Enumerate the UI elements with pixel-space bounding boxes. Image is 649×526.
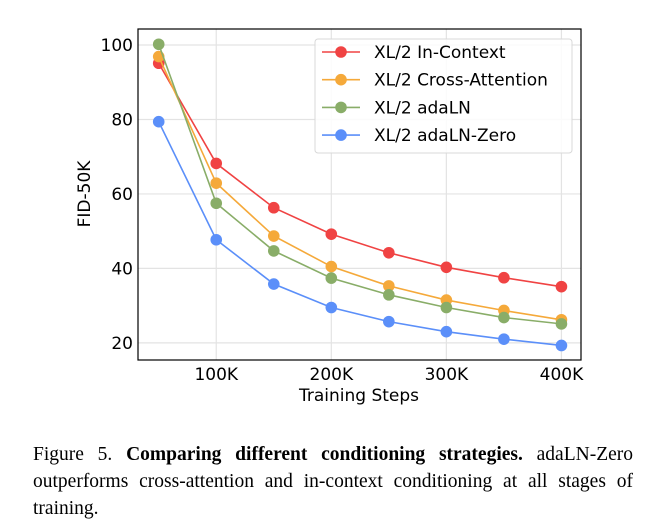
series-line [158, 62, 562, 288]
x-tick-labels: 100K 200K 300K 400K [194, 365, 584, 385]
series-line [157, 56, 562, 321]
y-tick-labels: 20 40 60 80 100 [101, 36, 133, 354]
x-tick-label: 100K [194, 365, 238, 385]
data-point [498, 333, 510, 345]
data-point [383, 315, 395, 328]
series-xl-2-in-context [152, 57, 568, 293]
data-point [555, 339, 568, 352]
data-point [555, 318, 568, 330]
data-point [210, 157, 223, 170]
y-tick-label: 60 [111, 185, 133, 205]
data-point [152, 115, 165, 128]
x-tick-label: 400K [540, 365, 584, 385]
y-tick-label: 80 [111, 110, 133, 130]
legend-label: XL/2 Cross-Attention [374, 71, 548, 91]
data-point [325, 228, 338, 240]
series-line [157, 43, 562, 325]
caption-body: adaLN-Zero outperforms cross-attention a… [33, 444, 633, 519]
data-point [440, 261, 453, 274]
data-point [383, 280, 395, 292]
y-tick-label: 40 [111, 259, 133, 279]
x-tick-label: 200K [310, 365, 354, 385]
data-point [383, 289, 395, 301]
y-tick-label: 100 [101, 36, 133, 56]
series-line [157, 121, 562, 347]
data-point [440, 325, 453, 338]
series-xl-2-adaln-zero [152, 115, 568, 352]
data-point [267, 201, 280, 214]
legend-item: XL/2 adaLN [322, 98, 471, 118]
data-point [325, 260, 338, 273]
data-point [325, 301, 338, 314]
legend-marker [335, 129, 347, 141]
x-tick-label: 300K [425, 365, 469, 385]
figure-caption: Figure 5. Comparing different conditioni… [33, 441, 633, 522]
data-point [498, 311, 510, 324]
y-axis-label: FID-50K [75, 160, 95, 228]
legend-marker [335, 46, 347, 58]
legend-marker [335, 73, 347, 86]
legend-marker [335, 101, 347, 114]
data-point [383, 246, 395, 259]
legend-item: XL/2 In-Context [322, 43, 506, 63]
legend-label: XL/2 adaLN [374, 98, 471, 118]
series-xl-2-adaln [152, 38, 568, 330]
line-chart: 100K 200K 300K 400K 20 40 60 80 100 Training St… [75, 28, 584, 406]
series-layer [152, 38, 568, 352]
legend-label: XL/2 adaLN-Zero [374, 126, 516, 146]
data-point [152, 38, 165, 51]
legend-label: XL/2 In-Context [374, 43, 506, 63]
legend-item: XL/2 adaLN-Zero [322, 126, 516, 146]
data-point [210, 177, 223, 189]
data-point [210, 233, 223, 246]
data-point [498, 271, 510, 284]
series-xl-2-cross-attention [152, 50, 568, 326]
caption-title: Comparing different conditioning strateg… [126, 444, 523, 465]
legend-item: XL/2 Cross-Attention [322, 71, 548, 91]
y-tick-label: 20 [111, 334, 133, 354]
data-point [267, 245, 280, 257]
x-axis-label: Training Steps [298, 386, 419, 406]
plot-frame [137, 28, 582, 361]
data-point [440, 301, 453, 314]
data-point [555, 280, 568, 293]
legend: XL/2 In-Context XL/2 Cross-Attention XL/2 … [314, 38, 573, 154]
caption-label: Figure 5. [33, 444, 113, 465]
legend-box [314, 38, 573, 154]
data-point [210, 197, 223, 210]
data-point [325, 272, 338, 284]
data-point [267, 278, 280, 290]
data-point [267, 230, 280, 242]
